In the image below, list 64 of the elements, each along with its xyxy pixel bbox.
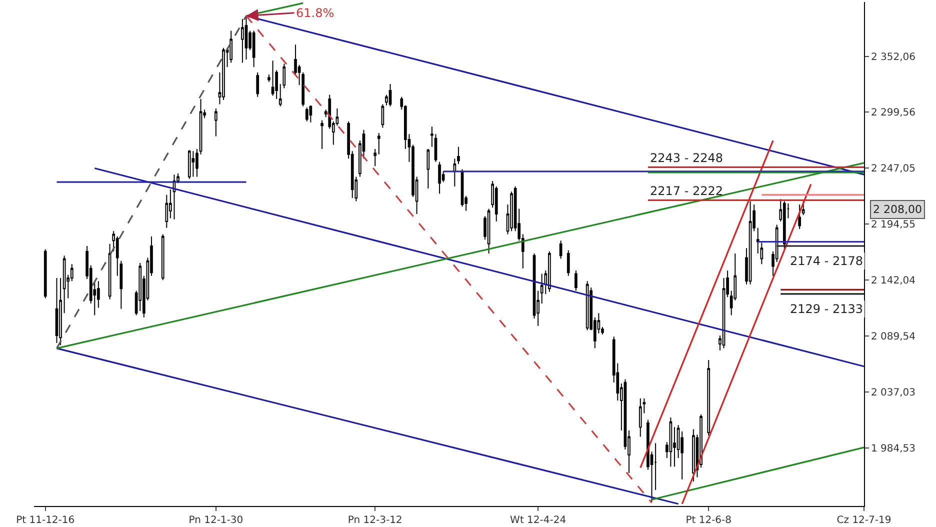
candlestick xyxy=(540,273,544,304)
candlestick xyxy=(271,60,274,96)
candlestick xyxy=(192,150,195,178)
candlestick xyxy=(59,277,62,346)
candlestick xyxy=(453,158,456,187)
candlestick xyxy=(305,106,308,122)
candlestick xyxy=(487,208,490,254)
candlestick xyxy=(244,15,248,60)
x-tick-label: Pn 12-1-30 xyxy=(188,515,244,526)
candlestick xyxy=(230,30,233,64)
candlestick xyxy=(388,84,392,107)
candlestick xyxy=(241,18,244,64)
y-tick-label: 2 194,55 xyxy=(871,220,916,231)
y-tick-label: 2 247,05 xyxy=(871,164,916,175)
candlestick xyxy=(438,161,441,194)
candlestick xyxy=(559,240,562,260)
candlestick xyxy=(62,255,66,314)
candlestick xyxy=(574,270,578,292)
x-tick-label: Pn 12-3-12 xyxy=(348,515,402,526)
annotation: 2174 - 2178 xyxy=(790,254,864,268)
candlestick xyxy=(214,108,218,137)
annotation: 2243 - 2248 xyxy=(650,151,724,165)
candlestick xyxy=(638,398,642,438)
x-tick-label: Pt 12-6-8 xyxy=(686,515,732,526)
y-tick-label: 2 299,56 xyxy=(871,108,916,119)
y-tick-label: 2 037,03 xyxy=(871,387,916,398)
y-tick-label: 2 352,06 xyxy=(871,52,916,63)
annotation: 2217 - 2222 xyxy=(650,184,724,198)
candlestick xyxy=(309,104,312,123)
annotation: 2129 - 2133 xyxy=(790,302,864,316)
candlestick xyxy=(196,148,198,178)
candlestick xyxy=(707,360,710,436)
candlestick xyxy=(199,98,202,155)
candlestick xyxy=(320,120,324,150)
candlestick xyxy=(374,148,377,167)
x-tick-label: Cz 12-7-19 xyxy=(836,515,892,526)
y-tick-label: 2 089,54 xyxy=(871,332,916,342)
candlestick xyxy=(188,150,191,180)
candlestick xyxy=(377,132,380,155)
y-tick-label: 1 984,53 xyxy=(871,443,916,454)
candlestick xyxy=(381,104,384,128)
candlestick xyxy=(798,204,801,230)
candlestick xyxy=(669,417,672,468)
candlestick xyxy=(692,428,695,482)
candlestick xyxy=(256,72,260,98)
y-tick-label: 2 142,04 xyxy=(871,276,916,287)
candlestick xyxy=(782,200,786,250)
x-tick-label: Wt 12-4-24 xyxy=(510,515,566,526)
candlestick xyxy=(748,200,752,285)
candlestick xyxy=(108,243,112,300)
candlestick xyxy=(44,248,47,299)
candlestick xyxy=(161,234,164,281)
x-tick-label: Pt 11-12-16 xyxy=(16,515,75,526)
candlestick xyxy=(548,250,551,292)
candlestick xyxy=(268,74,270,82)
text: 2 208,00 xyxy=(873,203,922,216)
candlestick xyxy=(222,47,225,101)
candlestick xyxy=(55,277,58,344)
candlestick xyxy=(252,30,256,68)
candlestick xyxy=(426,148,430,189)
candlestick xyxy=(586,280,589,331)
candlestick xyxy=(566,250,570,276)
candlestick xyxy=(457,146,460,164)
annotation: 61.8% xyxy=(296,6,334,20)
